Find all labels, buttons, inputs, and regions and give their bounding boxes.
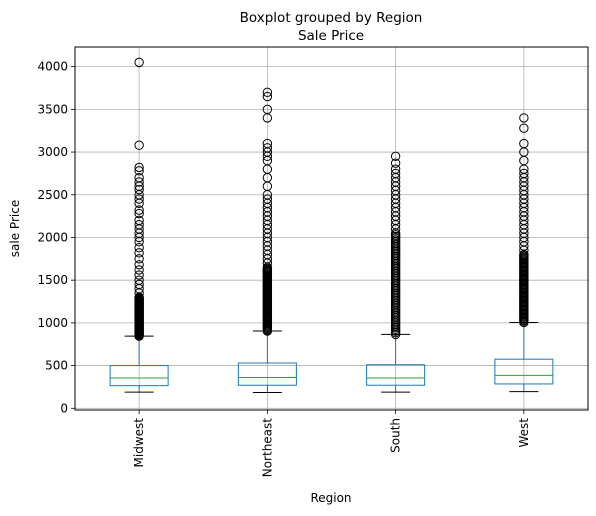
outlier-point (262, 143, 273, 153)
outlier-point (262, 194, 273, 204)
y-axis: 0 500 1000 1500 2000 2500 3000 3500 4000 (37, 60, 75, 415)
outlier-point (262, 138, 273, 149)
outlier-point (134, 194, 144, 204)
x-axis: Midwest Northeast South West (132, 410, 531, 477)
y-tick-label: 500 (45, 359, 68, 373)
outlier-point (134, 270, 144, 280)
box-iqr (494, 358, 554, 385)
outlier-point (134, 172, 144, 183)
outlier-point (262, 104, 273, 115)
outlier-point (134, 215, 144, 226)
outlier-point (134, 275, 144, 285)
outlier-point (519, 168, 529, 179)
box-group (494, 113, 554, 393)
x-tick-label: South (389, 418, 403, 453)
box-iqr (366, 364, 426, 386)
box-group (109, 57, 169, 393)
box-iqr (109, 365, 169, 387)
y-tick-label: 4000 (37, 60, 68, 74)
outlier-point (134, 279, 144, 290)
y-tick-label: 2500 (37, 188, 68, 202)
x-axis-label: Region (310, 491, 351, 505)
x-tick-label: Northeast (260, 418, 274, 478)
chart-title: Sale Price (298, 28, 364, 44)
y-tick-label: 1000 (37, 316, 68, 330)
y-axis-label: sale Price (8, 200, 22, 257)
outlier-point (134, 219, 144, 230)
y-tick-label: 1500 (37, 273, 68, 287)
outlier-point (262, 87, 273, 97)
plot-frame (74, 46, 589, 411)
outlier-point (390, 164, 401, 174)
x-tick-label: Midwest (132, 418, 146, 468)
x-tick-label: West (517, 418, 531, 448)
outlier-point (519, 113, 529, 123)
outlier-point (134, 177, 144, 187)
outlier-point (134, 260, 144, 270)
outlier-point (134, 254, 144, 264)
y-tick-label: 3000 (37, 145, 68, 159)
outlier-point (134, 57, 144, 68)
outlier-point (134, 243, 144, 253)
outlier-point (390, 168, 401, 179)
y-tick-label: 3500 (37, 102, 68, 116)
box-iqr (237, 362, 297, 386)
outlier-point (134, 248, 144, 258)
outlier-point (519, 138, 529, 149)
outlier-point (390, 158, 401, 168)
outlier-point (519, 123, 529, 133)
outlier-point (134, 265, 144, 275)
outlier-point (390, 151, 401, 162)
outlier-point (134, 208, 144, 219)
outlier-point (134, 140, 144, 150)
outlier-point (134, 162, 144, 173)
box-series (109, 57, 554, 393)
outlier-point (262, 91, 273, 102)
outlier-point (134, 184, 144, 195)
box-group (237, 87, 297, 393)
box-group (366, 151, 426, 393)
chart-suptitle: Boxplot grouped by Region (240, 10, 423, 26)
y-tick-label: 2000 (37, 230, 68, 244)
outlier-point (134, 205, 144, 215)
outlier-point (134, 166, 144, 176)
y-tick-label: 0 (60, 401, 68, 415)
